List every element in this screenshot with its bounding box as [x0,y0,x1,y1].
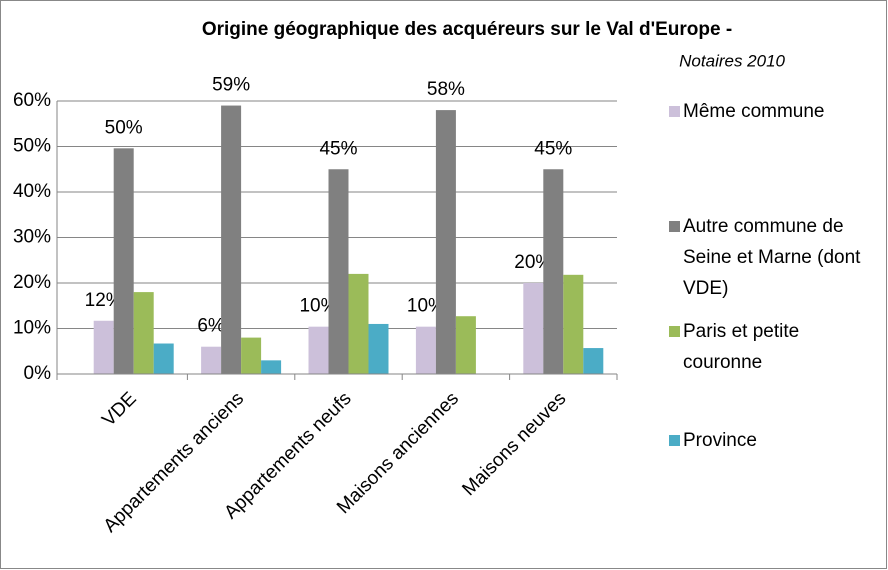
bar [241,337,262,374]
legend-label: Province [683,430,757,451]
bar [221,105,242,375]
bar [113,148,134,374]
y-tick-label: 40% [13,181,51,202]
y-tick-label: 20% [13,272,51,293]
data-label: 10% [299,296,337,317]
bar [583,348,604,374]
y-tick-label: 60% [13,90,51,111]
y-tick-label: 50% [13,136,51,157]
data-label: 50% [105,117,143,138]
legend-swatch [669,221,680,232]
bar [153,343,174,374]
bar [455,316,476,374]
bar [201,346,222,374]
legend-label: Même commune [683,101,825,122]
legend-swatch [669,106,680,117]
bar [93,320,114,374]
legend-label: Autre commune de Seine et Marne (dont VD… [683,216,861,299]
bar [308,326,329,374]
data-label: 59% [212,75,250,96]
data-label: 6% [197,316,225,337]
y-tick-label: 0% [24,363,52,384]
data-label: 20% [514,252,552,273]
data-label: 58% [427,79,465,100]
bar [523,283,544,374]
bar [348,273,369,374]
data-label: 45% [534,138,572,159]
chart-subtitle: Notaires 2010 [679,51,785,70]
data-label: 10% [407,296,445,317]
y-tick-label: 30% [13,227,51,248]
bar [563,274,584,374]
bar [435,110,456,374]
chart-title: Origine géographique des acquéreurs sur … [202,19,732,40]
bar [133,292,154,374]
bar [368,323,389,374]
bar [415,326,436,374]
bar [543,169,564,374]
data-label: 12% [85,290,123,311]
data-label: 45% [319,138,357,159]
legend-swatch [669,435,680,446]
bar [328,169,349,374]
legend-label: Paris et petite couronne [683,321,800,373]
y-tick-label: 10% [13,318,51,339]
bar [261,360,282,374]
legend-swatch [669,326,680,337]
